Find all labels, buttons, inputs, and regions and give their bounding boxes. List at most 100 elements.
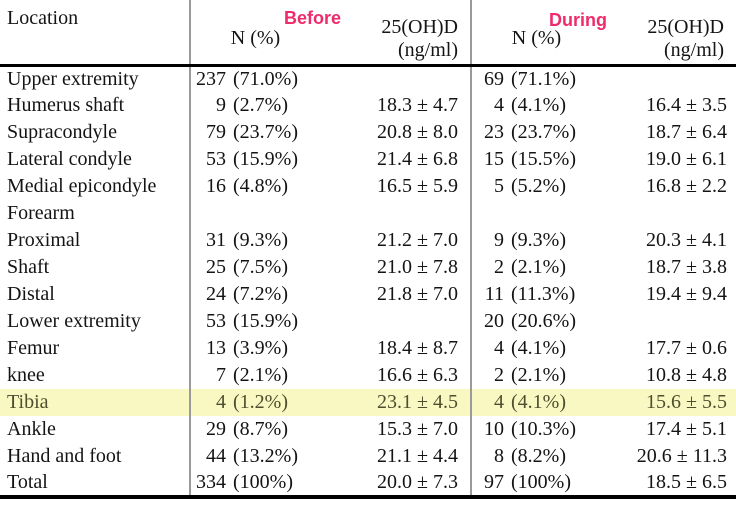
n-during-percent: (5.2%) bbox=[511, 175, 566, 197]
n-before-percent: (71.0%) bbox=[233, 67, 298, 90]
n-before-count: 237 bbox=[196, 67, 226, 90]
vitd-during-cell: 16.8 ± 2.2 bbox=[646, 175, 727, 197]
n-before-cell: 53 (15.9%) bbox=[189, 308, 320, 335]
n-before-count: 334 bbox=[196, 471, 226, 493]
location-label: Upper extremity bbox=[7, 67, 139, 90]
table-row: Femur 13 (3.9%) 18.4 ± 8.7 4 (4.1%) 17.7 ±… bbox=[0, 335, 736, 362]
n-before-count: 9 bbox=[216, 94, 226, 116]
n-during-percent: (2.1%) bbox=[511, 364, 566, 386]
table-row: Lateral condyle 53 (15.9%) 21.4 ± 6.8 15 (… bbox=[0, 146, 736, 173]
table-row: Total 334 (100%) 20.0 ± 7.3 97 (100%) 18.5… bbox=[0, 470, 736, 499]
vitd-during-cell: 18.7 ± 6.4 bbox=[646, 121, 727, 143]
n-during-percent: (4.1%) bbox=[511, 337, 566, 359]
vitd-during-cell: 20.3 ± 4.1 bbox=[646, 229, 727, 251]
vitd-during-cell: 19.0 ± 6.1 bbox=[646, 148, 727, 170]
location-label: Medial epicondyle bbox=[7, 175, 157, 197]
location-label: Lateral condyle bbox=[7, 148, 132, 170]
n-during-count: 5 bbox=[494, 175, 504, 197]
n-during-count: 4 bbox=[494, 94, 504, 116]
n-during-percent: (100%) bbox=[511, 471, 571, 493]
table-row: Lower extremity 53 (15.9%) 20 (20.6%) bbox=[0, 308, 736, 335]
n-during-cell: 8 (8.2%) bbox=[470, 443, 601, 470]
table-header: Location N (%) 25(OH)D (ng/ml) N (%) 25(… bbox=[0, 0, 736, 67]
n-before-count: 53 bbox=[206, 148, 226, 170]
n-before-cell: 25 (7.5%) bbox=[189, 254, 320, 281]
vitd-during-cell: 19.4 ± 9.4 bbox=[646, 283, 727, 305]
n-during-percent: (11.3%) bbox=[511, 283, 576, 305]
table-row: Supracondyle 79 (23.7%) 20.8 ± 8.0 23 (23.… bbox=[0, 119, 736, 146]
location-cell: Hand and foot bbox=[0, 443, 190, 470]
location-cell: Lower extremity bbox=[0, 308, 190, 335]
column-header-n-before: N (%) bbox=[189, 0, 320, 67]
n-during-cell: 2 (2.1%) bbox=[470, 254, 601, 281]
n-before-cell: 24 (7.2%) bbox=[189, 281, 320, 308]
n-before-cell: 31 (9.3%) bbox=[189, 227, 320, 254]
n-during-count: 4 bbox=[494, 337, 504, 359]
annotation-during: During bbox=[549, 10, 607, 30]
n-during-count: 23 bbox=[484, 121, 504, 143]
vitd-before-cell: 18.3 ± 4.7 bbox=[377, 94, 458, 116]
table-row: Hand and foot 44 (13.2%) 21.1 ± 4.4 8 (8.2… bbox=[0, 443, 736, 470]
vitd-before-cell: 15.3 ± 7.0 bbox=[377, 418, 458, 440]
n-during-cell: 20 (20.6%) bbox=[470, 308, 601, 335]
vitd-during-cell: 18.7 ± 3.8 bbox=[646, 256, 727, 278]
n-during-cell: 11 (11.3%) bbox=[470, 281, 601, 308]
location-cell: Ankle bbox=[0, 416, 190, 443]
vitd-before-cell: 16.6 ± 6.3 bbox=[377, 364, 458, 386]
n-during-count: 10 bbox=[484, 418, 504, 440]
n-before-percent: (15.9%) bbox=[233, 148, 298, 170]
table-row: Shaft 25 (7.5%) 21.0 ± 7.8 2 (2.1%) 18.7 ±… bbox=[0, 254, 736, 281]
n-during-percent: (20.6%) bbox=[511, 310, 576, 332]
column-header-location: Location bbox=[0, 0, 190, 67]
location-label: Humerus shaft bbox=[7, 94, 125, 116]
n-during-percent: (9.3%) bbox=[511, 229, 566, 251]
vitd-during-cell: 10.8 ± 4.8 bbox=[646, 364, 727, 386]
n-during-cell bbox=[470, 200, 601, 227]
n-before-percent: (2.7%) bbox=[233, 94, 288, 116]
d-before-header-line1: 25(OH)D bbox=[381, 15, 458, 38]
n-before-cell: 29 (8.7%) bbox=[189, 416, 320, 443]
n-before-count: 4 bbox=[216, 391, 226, 413]
n-before-cell: 53 (15.9%) bbox=[189, 146, 320, 173]
n-during-count: 9 bbox=[494, 229, 504, 251]
vitd-before-cell: 20.0 ± 7.3 bbox=[320, 470, 471, 499]
location-label: Ankle bbox=[7, 418, 56, 440]
location-header-label: Location bbox=[7, 7, 79, 29]
location-cell: Medial epicondyle bbox=[0, 173, 190, 200]
location-cell: Tibia bbox=[0, 389, 190, 416]
vitd-before-cell: 21.4 ± 6.8 bbox=[377, 148, 458, 170]
vitd-before-cell: 21.0 ± 7.8 bbox=[377, 256, 458, 278]
n-during-count: 69 bbox=[484, 67, 504, 90]
n-during-percent: (15.5%) bbox=[511, 148, 576, 170]
n-during-count: 4 bbox=[494, 391, 504, 413]
table-row: Humerus shaft 9 (2.7%) 18.3 ± 4.7 4 (4.1%)… bbox=[0, 92, 736, 119]
n-during-cell: 2 (2.1%) bbox=[470, 362, 601, 389]
vitd-before-cell bbox=[320, 200, 471, 227]
location-label: Lower extremity bbox=[7, 310, 141, 332]
table-row: Distal 24 (7.2%) 21.8 ± 7.0 11 (11.3%) 19.… bbox=[0, 281, 736, 308]
location-cell: Humerus shaft bbox=[0, 92, 190, 119]
vitd-before-cell: 23.1 ± 4.5 bbox=[320, 389, 471, 416]
n-during-cell: 15 (15.5%) bbox=[470, 146, 601, 173]
n-before-percent: (9.3%) bbox=[233, 229, 288, 251]
n-before-percent: (7.2%) bbox=[233, 283, 288, 305]
vitd-before-cell bbox=[320, 308, 471, 335]
location-cell: Shaft bbox=[0, 254, 190, 281]
location-label: knee bbox=[7, 364, 45, 386]
location-label: Total bbox=[7, 471, 48, 493]
n-during-cell: 4 (4.1%) bbox=[470, 389, 601, 416]
vitd-before-cell: 20.8 ± 8.0 bbox=[377, 121, 458, 143]
n-before-percent: (15.9%) bbox=[233, 310, 298, 332]
table-row: knee 7 (2.1%) 16.6 ± 6.3 2 (2.1%) 10.8 ± 4… bbox=[0, 362, 736, 389]
n-during-cell: 10 (10.3%) bbox=[470, 416, 601, 443]
vitd-before-cell bbox=[320, 65, 471, 92]
n-during-cell: 97 (100%) bbox=[470, 470, 601, 499]
n-during-count: 20 bbox=[484, 310, 504, 332]
vitd-during-cell: 16.4 ± 3.5 bbox=[646, 94, 727, 116]
n-during-count: 97 bbox=[484, 471, 504, 493]
n-during-percent: (23.7%) bbox=[511, 121, 576, 143]
d-during-header-line1: 25(OH)D bbox=[647, 15, 724, 38]
n-before-percent: (2.1%) bbox=[233, 364, 288, 386]
location-label: Forearm bbox=[7, 202, 75, 224]
location-cell: Proximal bbox=[0, 227, 190, 254]
